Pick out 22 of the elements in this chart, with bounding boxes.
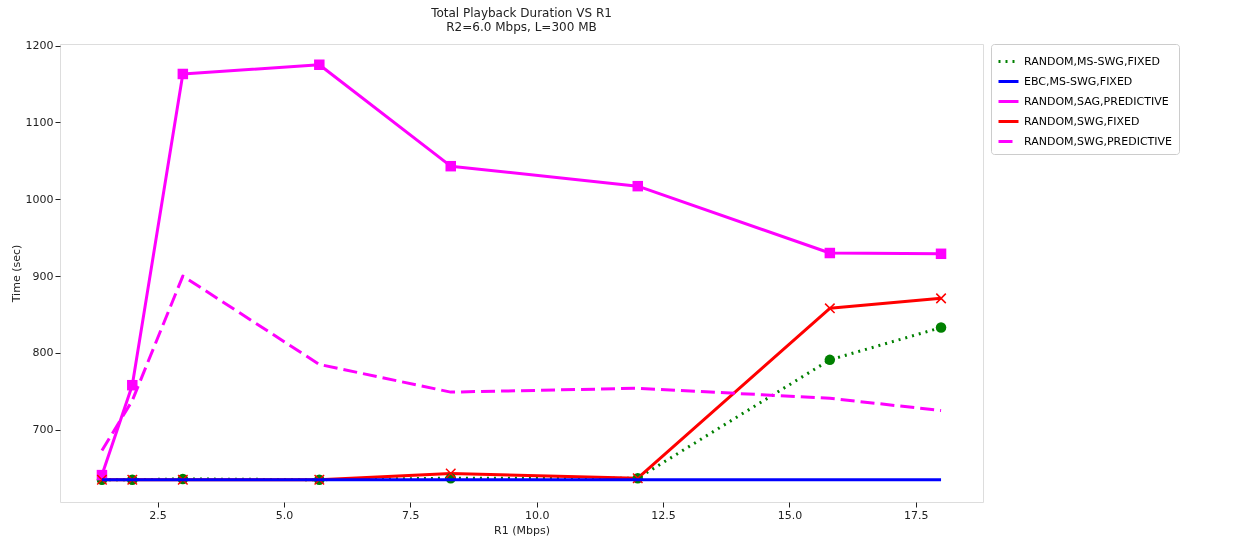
chart-title: Total Playback Duration VS R1 — [430, 5, 612, 20]
x-tick-label: 2.5 — [149, 508, 167, 522]
chart-subtitle: R2=6.0 Mbps, L=300 MB — [446, 19, 597, 34]
y-axis-title: Time (sec) — [9, 244, 23, 304]
legend-label: RANDOM,MS-SWG,FIXED — [1024, 54, 1160, 68]
y-tick-label: 1200 — [25, 39, 54, 53]
y-tick-label: 800 — [32, 346, 54, 360]
x-tick-label: 10.0 — [524, 508, 550, 522]
y-tick-label: 900 — [32, 269, 54, 283]
x-tick-label: 5.0 — [275, 508, 294, 522]
y-tick-label: 1100 — [25, 115, 54, 129]
y-tick-label: 1000 — [25, 192, 54, 206]
legend-label: RANDOM,SWG,FIXED — [1024, 114, 1140, 128]
legend-label: EBC,MS-SWG,FIXED — [1024, 74, 1133, 88]
legend-label: RANDOM,SWG,PREDICTIVE — [1024, 134, 1173, 148]
x-tick-label: 15.0 — [777, 508, 803, 522]
x-axis-title: R1 (Mbps) — [494, 523, 550, 537]
x-tick-label: 7.5 — [402, 508, 420, 522]
legend-label: RANDOM,SAG,PREDICTIVE — [1024, 94, 1169, 108]
x-tick-label: 12.5 — [651, 508, 676, 522]
x-tick-label: 17.5 — [904, 508, 929, 522]
y-tick-label: 700 — [32, 423, 54, 437]
